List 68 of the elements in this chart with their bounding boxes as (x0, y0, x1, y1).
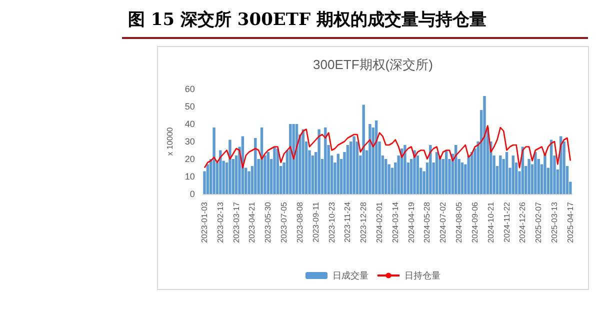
x-tick-label: 2023-10-23 (327, 201, 336, 243)
x-tick-label: 2024-10-21 (486, 201, 496, 243)
bar (266, 152, 270, 194)
bar (352, 136, 356, 194)
bar (444, 150, 448, 194)
x-tick-label: 2024-12-26 (518, 201, 528, 243)
x-tick-label: 2023-08-08 (295, 201, 304, 243)
bar (346, 145, 350, 194)
bar (318, 129, 320, 194)
bar (505, 152, 508, 194)
bar (544, 154, 546, 194)
bar (212, 128, 216, 194)
x-tick-label: 2024-03-14 (390, 201, 400, 243)
bar (483, 96, 486, 194)
bar (413, 150, 416, 194)
bar (254, 138, 257, 194)
bar (460, 162, 464, 194)
x-tick-label: 2024-11-22 (502, 201, 512, 242)
bar (384, 159, 388, 194)
y-tick-label: 30 (184, 136, 195, 146)
x-tick-label: 2025-03-13 (550, 201, 559, 243)
bar (273, 146, 276, 194)
bar (534, 152, 537, 194)
x-tick-label: 2024-09-06 (470, 201, 480, 243)
bar (429, 145, 432, 194)
chart-title: 图 15 深交所 300ETF 期权的成交量与持仓量 (128, 9, 486, 31)
x-tick-label: 2023-07-05 (280, 201, 289, 243)
bar (499, 156, 502, 194)
x-tick-label: 2023-04-21 (248, 201, 257, 243)
bar (228, 140, 232, 194)
y-tick-label: 20 (184, 154, 195, 164)
bar (292, 124, 295, 194)
x-tick-label: 2024-07-02 (438, 201, 448, 243)
bar (336, 154, 340, 194)
x-tick-label: 2023-03-17 (232, 201, 241, 243)
x-tick-label: 2023-09-11 (311, 201, 320, 242)
bar (438, 156, 442, 194)
y-tick-label: 40 (184, 119, 195, 129)
bar (289, 124, 292, 194)
x-tick-label: 2025-04-17 (566, 201, 575, 243)
chart-subtitle: 300ETF期权(深交所) (313, 57, 433, 72)
x-tick-label: 2024-02-01 (375, 201, 384, 243)
bar (362, 104, 365, 194)
bar (368, 124, 372, 194)
bar (512, 156, 514, 194)
x-tick-label: 2023-11-24 (343, 201, 352, 242)
bar (404, 145, 406, 194)
y-tick-label: 0 (190, 189, 195, 199)
x-tick-label: 2023-05-30 (264, 201, 273, 243)
x-tick-label: 2024-08-05 (454, 201, 464, 243)
bar (219, 150, 222, 194)
x-tick-label: 2025-02-07 (534, 201, 544, 243)
bar (528, 159, 530, 194)
legend-label: 日成交量 (332, 270, 368, 280)
y-axis-title: x 10000 (166, 126, 174, 156)
bar (435, 152, 438, 194)
y-tick-label: 50 (184, 102, 195, 112)
x-tick-label: 2023-02-13 (216, 201, 225, 243)
y-tick-label: 10 (184, 172, 195, 182)
x-tick-label: 2023-01-03 (200, 201, 209, 243)
x-tick-label: 2024-05-28 (422, 201, 432, 243)
x-tick-label: 2023-12-28 (359, 201, 368, 243)
legend-label: 日持仓量 (404, 270, 440, 280)
line-series (204, 125, 572, 168)
bar (324, 128, 327, 194)
x-tick-label: 2024-04-19 (406, 201, 416, 243)
y-tick-label: 60 (184, 84, 195, 94)
bar (467, 156, 470, 194)
